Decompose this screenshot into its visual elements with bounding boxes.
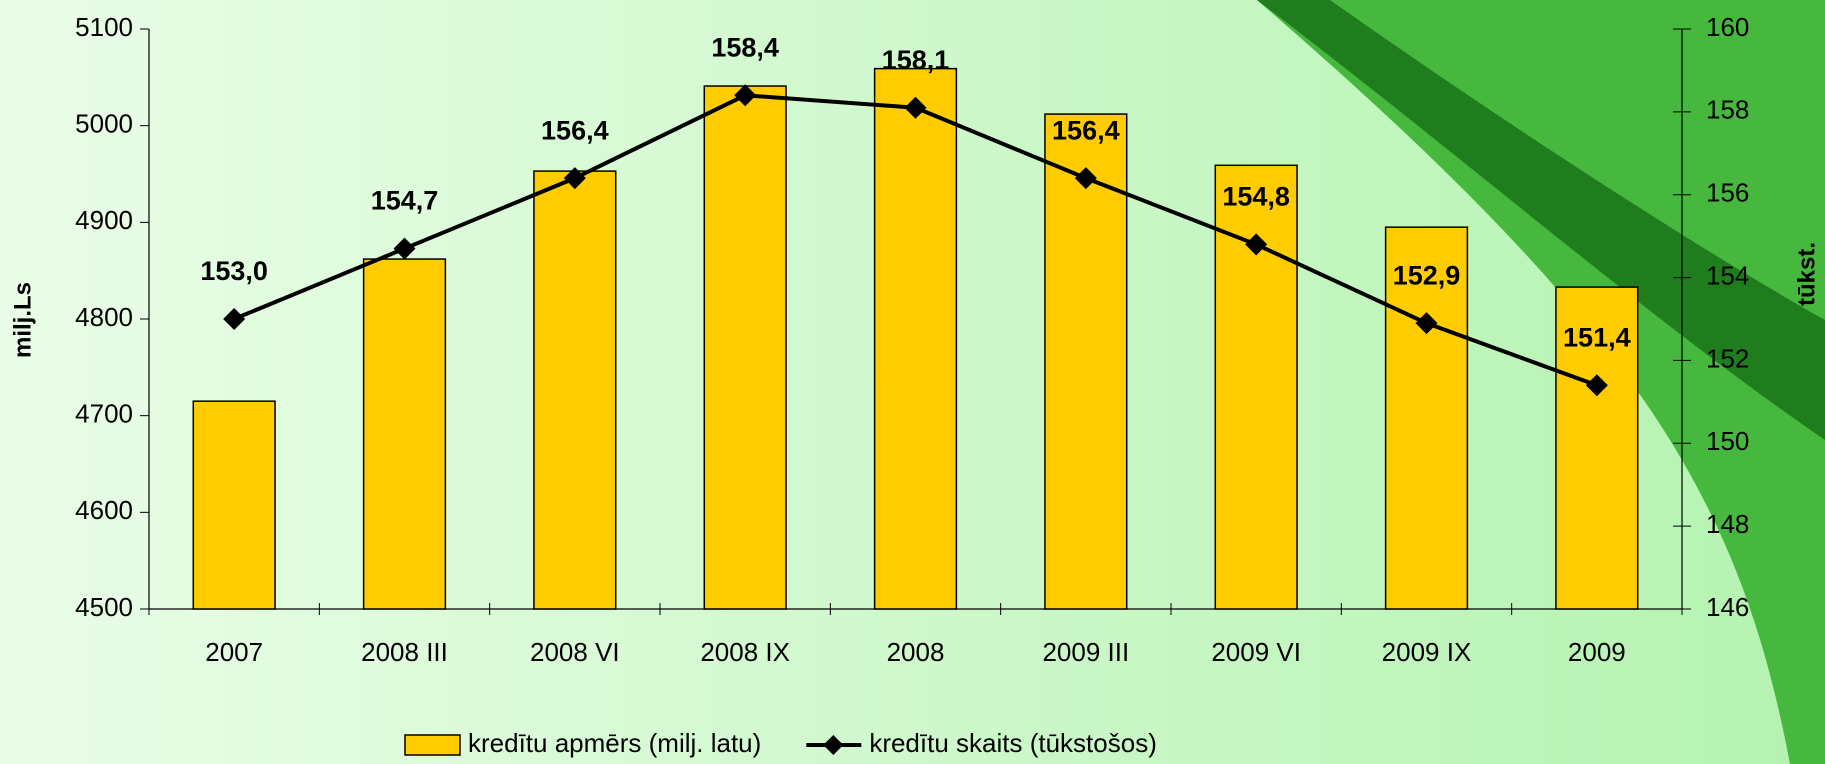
legend-marker <box>823 735 844 755</box>
value-label: 153,0 <box>200 256 268 286</box>
bar <box>533 170 617 610</box>
x-tick-label: 2009 VI <box>1211 637 1301 667</box>
value-label: 152,9 <box>1393 260 1461 290</box>
x-tick-label: 2009 III <box>1042 637 1129 667</box>
x-tick-label: 2008 VI <box>530 637 620 667</box>
value-label: 151,4 <box>1563 322 1631 352</box>
bar <box>1384 226 1469 610</box>
legend-label: kredītu skaits (tūkstošos) <box>869 728 1157 758</box>
y2-tick-label: 146 <box>1706 592 1749 622</box>
x-tick-label: 2007 <box>205 637 263 667</box>
bar <box>1555 286 1639 610</box>
x-tick-label: 2009 <box>1568 637 1626 667</box>
value-label: 156,4 <box>1052 115 1120 145</box>
value-label: 156,4 <box>541 115 609 145</box>
y2-tick-label: 148 <box>1706 509 1749 539</box>
marker <box>734 84 757 107</box>
x-tick-label: 2008 III <box>361 637 448 667</box>
x-tick-label: 2009 IX <box>1382 637 1472 667</box>
y2-tick-label: 158 <box>1706 95 1749 125</box>
value-label: 154,7 <box>371 186 439 216</box>
value-label: 154,8 <box>1222 182 1290 212</box>
y-tick-label: 4700 <box>75 399 133 429</box>
bar <box>1044 113 1128 610</box>
x-tick-label: 2008 IX <box>700 637 790 667</box>
y-tick-label: 4600 <box>75 495 133 525</box>
legend-label: kredītu apmērs (milj. latu) <box>468 728 761 758</box>
bar <box>192 400 276 610</box>
marker <box>223 308 246 330</box>
bar <box>362 258 447 610</box>
y-tick-label: 4900 <box>75 205 133 235</box>
bar <box>873 67 958 610</box>
marker <box>393 237 416 260</box>
y-tick-label: 5100 <box>75 12 133 42</box>
legend-swatch <box>404 734 461 756</box>
y2-tick-label: 154 <box>1706 260 1749 290</box>
marker <box>563 167 586 190</box>
marker <box>904 96 927 119</box>
bar <box>703 85 787 610</box>
decor-stripe <box>1257 0 1825 440</box>
y2-tick-label: 150 <box>1706 426 1749 456</box>
marker <box>1245 233 1268 256</box>
y2-tick-label: 152 <box>1706 343 1749 373</box>
y-tick-label: 5000 <box>75 109 133 139</box>
y-tick-label: 4500 <box>75 592 133 622</box>
y2-tick-label: 160 <box>1706 12 1749 42</box>
y-tick-label: 4800 <box>75 302 133 332</box>
y-axis-label: milj.Ls <box>9 282 36 358</box>
decor-swoosh <box>1257 0 1825 764</box>
y2-axis-label: tūkst. <box>1793 242 1820 306</box>
marker <box>1585 374 1608 397</box>
marker <box>1415 312 1438 335</box>
y2-tick-label: 156 <box>1706 178 1749 208</box>
x-tick-label: 2008 <box>887 637 945 667</box>
marker <box>1074 167 1097 190</box>
value-label: 158,4 <box>711 32 779 62</box>
value-label: 158,1 <box>882 45 950 75</box>
